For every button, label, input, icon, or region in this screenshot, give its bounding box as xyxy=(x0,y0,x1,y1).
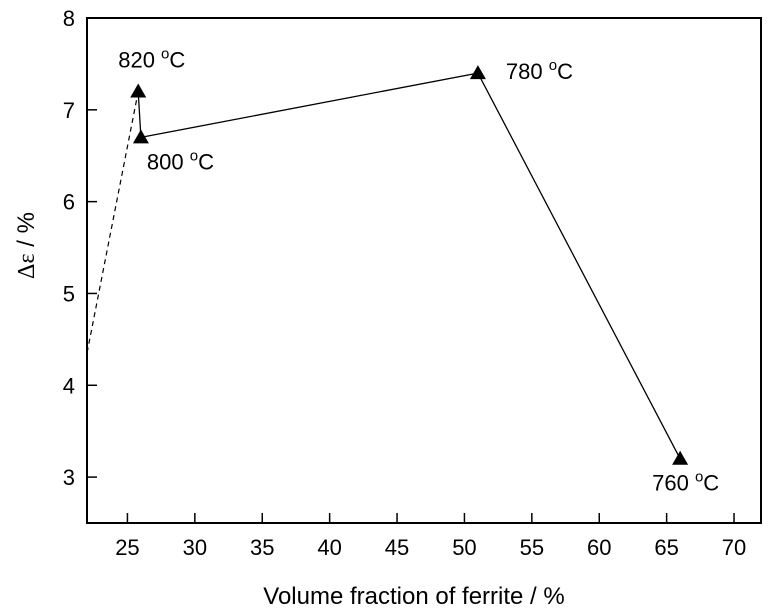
data-point-triangle xyxy=(132,129,149,144)
plot-border xyxy=(86,17,762,524)
point-labels: 800 oC 780 oC 760 oC 820 oC xyxy=(118,45,719,495)
point-label: 760 oC xyxy=(652,469,719,496)
y-tick-label: 4 xyxy=(63,373,75,398)
x-tick-label: 50 xyxy=(452,535,476,560)
data-point-triangle xyxy=(672,450,689,465)
y-tick-label: 5 xyxy=(63,281,75,306)
x-tick-label: 55 xyxy=(520,535,544,560)
x-tick-label: 70 xyxy=(722,535,746,560)
x-tick-label: 40 xyxy=(317,535,341,560)
y-tick-label: 8 xyxy=(63,6,75,31)
plot-frame xyxy=(86,17,762,524)
series-lines xyxy=(86,72,681,460)
x-tick-label: 35 xyxy=(250,535,274,560)
x-tick-label: 60 xyxy=(587,535,611,560)
x-tick-label: 65 xyxy=(654,535,678,560)
x-tick-label: 25 xyxy=(115,535,139,560)
dashed-extension-line xyxy=(86,91,139,354)
point-label: 800 oC xyxy=(147,147,214,174)
point-label: 780 oC xyxy=(506,57,573,84)
y-tick-label: 6 xyxy=(63,190,75,215)
x-axis-label: Volume fraction of ferrite / % xyxy=(263,583,564,610)
x-tick-label: 45 xyxy=(385,535,409,560)
data-point-triangle xyxy=(469,65,486,80)
y-axis-label: Δε / % xyxy=(13,212,40,279)
series-line xyxy=(137,72,681,460)
x-tick-label: 30 xyxy=(183,535,207,560)
y-axis-label-symbol: Δε xyxy=(14,253,40,279)
data-point-triangle xyxy=(130,83,147,98)
point-label: 820 oC xyxy=(118,45,185,72)
y-tick-label: 7 xyxy=(63,98,75,123)
series-markers xyxy=(130,65,689,465)
y-axis-label-unit: / % xyxy=(13,212,40,247)
y-tick-label: 3 xyxy=(63,465,75,490)
